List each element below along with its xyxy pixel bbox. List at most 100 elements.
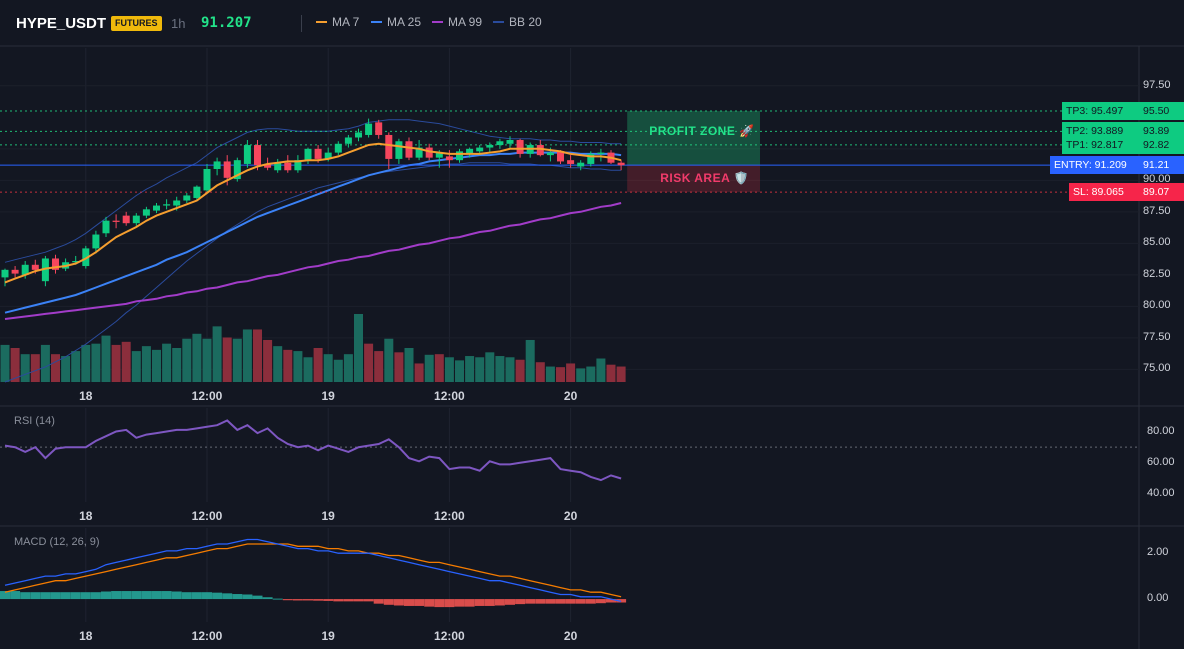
candle-body	[82, 248, 90, 267]
macd-histogram-bar	[282, 599, 293, 601]
macd-histogram-bar	[505, 599, 515, 605]
volume-bar	[91, 343, 101, 382]
rsi-axis-tick: 60.00	[1147, 455, 1175, 468]
rsi-axis-tick: 40.00	[1147, 487, 1175, 500]
price-axis-tick: 75.00	[1143, 362, 1171, 375]
tp1-tag: TP1: 92.817	[1062, 135, 1139, 154]
time-axis-tick: 20	[563, 509, 578, 523]
time-axis-tick: 19	[321, 509, 335, 523]
ma25-line	[4, 151, 622, 314]
volume-bar	[212, 326, 222, 382]
legend-bb20[interactable]: BB 20	[493, 15, 542, 29]
candle-body	[254, 145, 261, 166]
rsi-pane-title: RSI (14)	[14, 415, 55, 427]
candle-body	[546, 152, 554, 156]
macd-histogram-bar	[525, 599, 536, 604]
volume-bar	[152, 349, 161, 382]
tp3-tag: TP3: 95.497	[1062, 102, 1139, 121]
volume-bar	[384, 338, 394, 382]
candle-body	[213, 161, 221, 169]
ma7-line	[4, 142, 622, 284]
macd-histogram-bar	[343, 599, 354, 602]
volume-bar	[374, 351, 384, 382]
risk-area-box	[627, 165, 760, 193]
macd-histogram-bar	[474, 599, 485, 606]
candle-body	[456, 151, 463, 161]
volume-bar	[20, 354, 30, 382]
macd-histogram-bar	[454, 599, 465, 607]
candle-body	[324, 152, 332, 159]
timeframe-label[interactable]: 1h	[171, 16, 186, 31]
sl-axis-value: 89.07	[1139, 183, 1184, 202]
macd-histogram-bar	[60, 592, 71, 600]
legend-swatch-icon	[371, 21, 382, 23]
volume-bar	[30, 354, 40, 382]
volume-bar	[404, 348, 414, 382]
tp2-tag: TP2: 93.889	[1062, 122, 1139, 141]
candle-body	[183, 195, 191, 201]
candle-body	[365, 123, 373, 135]
macd-histogram-bar	[90, 592, 101, 600]
volume-bar	[414, 363, 424, 382]
risk-area-label: RISK AREA 🛡️	[660, 171, 750, 186]
time-axis-tick: 19	[321, 629, 335, 643]
macd-histogram-bar	[313, 599, 324, 601]
candle-body	[52, 258, 59, 270]
macd-histogram-bar	[434, 599, 445, 608]
time-axis-tick: 12:00	[434, 389, 465, 403]
legend-ma25[interactable]: MA 25	[371, 15, 421, 29]
candle-body	[72, 261, 80, 263]
price-axis-tick: 87.50	[1143, 204, 1171, 217]
tp2-axis-value: 93.89	[1139, 122, 1184, 141]
symbol-name[interactable]: HYPE_USDT	[16, 15, 107, 32]
macd-histogram-bar	[363, 599, 374, 602]
price-axis-tick: 90.00	[1143, 173, 1171, 186]
price-axis-tick: 80.00	[1143, 299, 1171, 312]
time-axis-tick: 12:00	[434, 509, 465, 523]
volume-bar	[131, 351, 141, 382]
candle-body	[31, 264, 39, 270]
time-axis-tick: 12:00	[191, 389, 223, 403]
legend-ma7[interactable]: MA 7	[316, 15, 359, 29]
macd-histogram-bar	[252, 595, 263, 600]
legend-bb20-label: BB 20	[509, 15, 542, 29]
volume-bar	[121, 341, 131, 382]
profit-zone-label: PROFIT ZONE 🚀	[649, 124, 755, 139]
candle-body	[395, 141, 403, 159]
candle-body	[445, 156, 453, 161]
price-axis-tick: 82.50	[1143, 267, 1171, 280]
candle-body	[112, 220, 120, 222]
candle-body	[21, 264, 29, 275]
macd-histogram-bar	[242, 594, 253, 600]
candle-body	[304, 148, 312, 161]
macd-histogram-bar	[464, 599, 475, 607]
macd-histogram-bar	[121, 591, 132, 600]
candle-body	[173, 200, 181, 206]
time-axis-tick: 18	[79, 509, 93, 523]
macd-histogram-bar	[393, 599, 404, 606]
volume-bar	[202, 338, 212, 382]
candle-body	[476, 147, 484, 152]
candle-body	[435, 152, 443, 158]
macd-histogram-bar	[545, 599, 556, 604]
macd-histogram-bar	[232, 594, 243, 600]
time-axis-tick: 19	[321, 389, 335, 403]
candle-body	[41, 258, 49, 282]
time-axis-tick: 12:00	[434, 629, 465, 643]
candle-body	[102, 220, 110, 234]
candle-body	[415, 147, 423, 158]
legend-swatch-icon	[493, 21, 504, 23]
volume-bar	[101, 335, 111, 382]
macd-histogram-bar	[0, 591, 10, 600]
time-axis-tick: 12:00	[191, 629, 223, 643]
macd-histogram-bar	[585, 599, 596, 604]
volume-bar	[273, 346, 283, 382]
volume-bar	[394, 352, 404, 382]
macd-histogram-bar	[292, 599, 303, 601]
legend-ma99[interactable]: MA 99	[432, 15, 482, 29]
volume-bar	[576, 368, 586, 382]
volume-bar	[253, 329, 262, 382]
volume-bar	[485, 352, 495, 382]
candle-body	[486, 145, 494, 148]
